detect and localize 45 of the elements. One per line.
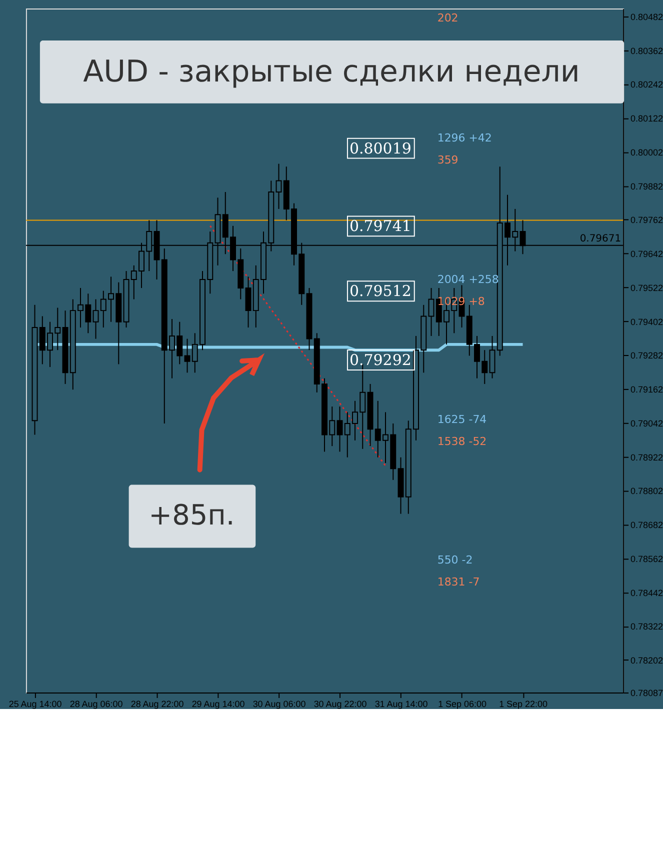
y-tick-label: 0.78802 [630, 486, 663, 496]
y-tick-label: 0.79042 [630, 418, 663, 428]
annotation: 1538 -52 [437, 434, 487, 448]
y-tick-label: 0.78562 [630, 554, 663, 564]
annotation: 1296 +42 [437, 131, 492, 144]
y-tick-label: 0.79402 [630, 316, 663, 327]
y-tick-label: 0.79762 [630, 215, 663, 226]
x-tick-label: 29 Aug 14:00 [192, 698, 245, 709]
x-tick-label: 1 Sep 22:00 [499, 698, 548, 709]
y-tick-label: 0.79642 [630, 249, 663, 260]
x-tick-label: 28 Aug 06:00 [70, 698, 123, 709]
annotation: 0.79292 [349, 350, 412, 369]
text: AUD - закрытые сделки недели [83, 54, 580, 90]
y-tick-label: 0.80242 [630, 80, 663, 90]
y-tick-label: 0.78682 [630, 520, 663, 530]
y-tick-label: 0.79522 [630, 282, 663, 293]
x-tick-label: 30 Aug 06:00 [252, 698, 306, 709]
annotation: 1029 +8 [437, 295, 485, 308]
x-tick-label: 31 Aug 14:00 [374, 698, 428, 709]
x-tick-label: 25 Aug 14:00 [8, 698, 62, 709]
annotation: 1831 -7 [437, 576, 480, 589]
annotation: +85п. [148, 498, 235, 532]
y-tick-label: 0.78322 [630, 622, 663, 632]
y-tick-label: 0.79882 [630, 181, 663, 192]
annotation: 359 [437, 153, 458, 166]
y-tick-label: 0.80482 [630, 12, 663, 22]
y-tick-label: 0.78087 [630, 688, 663, 698]
y-tick-label: 0.79162 [630, 384, 663, 395]
annotation: 550 -2 [437, 554, 473, 567]
annotation: 202 [437, 12, 458, 24]
x-tick-label: 1 Sep 06:00 [438, 698, 486, 709]
y-tick-label: 0.78442 [630, 588, 663, 598]
y-tick-label: 0.79282 [630, 350, 663, 361]
ref-line-label: 0.79671 [580, 233, 622, 244]
annotation: 0.80019 [349, 139, 412, 158]
y-tick-label: 0.80122 [630, 114, 663, 124]
x-tick-label: 28 Aug 22:00 [130, 698, 184, 709]
annotation: 0.79741 [349, 217, 412, 236]
y-tick-label: 0.80002 [630, 147, 663, 158]
y-tick-label: 0.80362 [630, 46, 663, 56]
x-tick-label: 30 Aug 22:00 [314, 698, 367, 709]
y-tick-label: 0.78202 [630, 656, 663, 666]
y-tick-label: 0.78922 [630, 452, 663, 462]
annotation: 0.79512 [349, 282, 412, 300]
annotation: 1625 -74 [437, 412, 487, 426]
